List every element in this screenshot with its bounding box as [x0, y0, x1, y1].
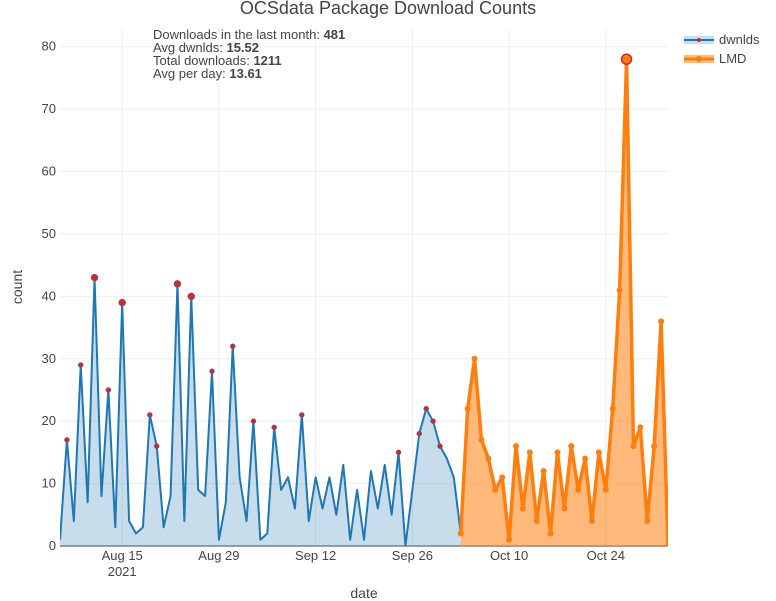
- point-LMD: [471, 355, 478, 362]
- point-LMD: [540, 468, 547, 475]
- y-tick-label: 0: [49, 538, 56, 553]
- point-LMD: [616, 287, 623, 294]
- x-tick-label: Oct 10: [490, 548, 528, 563]
- x-tick-label: Aug 29: [198, 548, 239, 563]
- point-dwnlds: [64, 437, 70, 443]
- point-dwnlds: [105, 387, 112, 393]
- y-tick-label: 20: [42, 413, 56, 428]
- point-dwnlds: [147, 412, 153, 418]
- point-LMD: [519, 505, 526, 512]
- point-LMD: [499, 474, 506, 481]
- point-LMD: [457, 530, 464, 537]
- point-LMD: [609, 405, 616, 412]
- y-tick-label: 10: [42, 476, 56, 491]
- point-LMD: [506, 536, 513, 543]
- point-LMD: [582, 455, 589, 462]
- y-tick-label: 40: [42, 288, 56, 303]
- series-dwnlds-area: [60, 277, 461, 546]
- legend-label-LMD: LMD: [719, 51, 746, 66]
- point-LMD: [464, 405, 471, 412]
- annotation-value: 15.52: [226, 40, 259, 55]
- point-dwnlds: [430, 418, 436, 424]
- x-tick-label: Oct 24: [587, 548, 625, 563]
- y-tick-label: 70: [42, 101, 56, 116]
- series-group: [60, 53, 668, 546]
- point-LMD: [602, 486, 609, 493]
- point-dwnlds: [250, 418, 257, 424]
- y-axis: 0 10 20 30 40 50 60 70 80: [42, 39, 56, 553]
- annotation-value: 481: [324, 27, 346, 42]
- point-LMD: [630, 443, 637, 450]
- x-tick-year-label: 2021: [108, 564, 137, 579]
- x-axis-title: date: [350, 585, 377, 601]
- point-dwnlds: [173, 280, 182, 288]
- annotation-label: Avg dwnlds:: [153, 40, 226, 55]
- point-LMD: [533, 518, 540, 525]
- point-LMD: [651, 443, 658, 450]
- annotation-label: Avg per day:: [153, 66, 229, 81]
- point-LMD: [658, 318, 665, 325]
- point-dwnlds: [118, 298, 126, 307]
- point-LMD: [554, 449, 561, 456]
- x-tick-label: Sep 26: [392, 548, 433, 563]
- y-tick-label: 30: [42, 351, 56, 366]
- legend: dwnlds LMD: [684, 32, 760, 66]
- point-LMD: [561, 505, 568, 512]
- y-axis-title: count: [9, 270, 25, 304]
- point-dwnlds: [153, 443, 160, 449]
- point-LMD: [513, 443, 519, 450]
- point-dwnlds: [229, 343, 236, 350]
- point-LMD: [575, 486, 582, 493]
- plot-area: [60, 53, 668, 546]
- point-dwnlds: [77, 362, 84, 368]
- legend-marker-dwnlds: [697, 38, 701, 42]
- annotation-label: Downloads in the last month:: [153, 27, 324, 42]
- x-tick-label: Sep 12: [295, 548, 336, 563]
- series-LMD-area: [460, 59, 668, 546]
- x-tick-label: Aug 15: [102, 548, 143, 563]
- annotation-line: Total downloads: 1211: [153, 53, 282, 68]
- annotation-value: 1211: [253, 53, 281, 68]
- point-LMD: [568, 443, 575, 450]
- annotation-line: Downloads in the last month: 481: [153, 27, 345, 42]
- point-LMD: [665, 543, 668, 546]
- point-dwnlds: [90, 273, 99, 282]
- annotation-line: Avg per day: 13.61: [153, 66, 262, 81]
- grid: [60, 28, 668, 547]
- point-LMD: [644, 518, 651, 525]
- point-dwnlds: [271, 424, 277, 431]
- chart-title: OCSdata Package Download Counts: [240, 0, 536, 18]
- point-LMD: [620, 53, 633, 65]
- annotation-line: Avg dwnlds: 15.52: [153, 40, 259, 55]
- point-dwnlds: [423, 405, 429, 412]
- point-LMD: [637, 424, 644, 431]
- y-tick-label: 60: [42, 164, 56, 179]
- point-dwnlds: [416, 430, 423, 437]
- point-dwnlds: [395, 449, 402, 456]
- legend-label-dwnlds: dwnlds: [719, 32, 760, 47]
- point-LMD: [485, 455, 492, 462]
- point-LMD: [595, 449, 602, 456]
- point-LMD: [589, 518, 595, 525]
- point-dwnlds: [209, 368, 215, 375]
- point-LMD: [526, 449, 533, 456]
- point-LMD: [547, 530, 554, 537]
- point-LMD: [478, 436, 485, 443]
- legend-marker-LMD: [696, 56, 702, 62]
- point-dwnlds: [437, 443, 443, 449]
- point-dwnlds: [299, 412, 305, 418]
- annotation-label: Total downloads:: [153, 53, 253, 68]
- y-tick-label: 50: [42, 226, 56, 241]
- point-LMD: [492, 486, 499, 493]
- series-dwnlds-line: [60, 276, 462, 546]
- point-dwnlds: [187, 292, 196, 301]
- y-tick-label: 80: [42, 39, 56, 54]
- annotation-value: 13.61: [229, 66, 262, 81]
